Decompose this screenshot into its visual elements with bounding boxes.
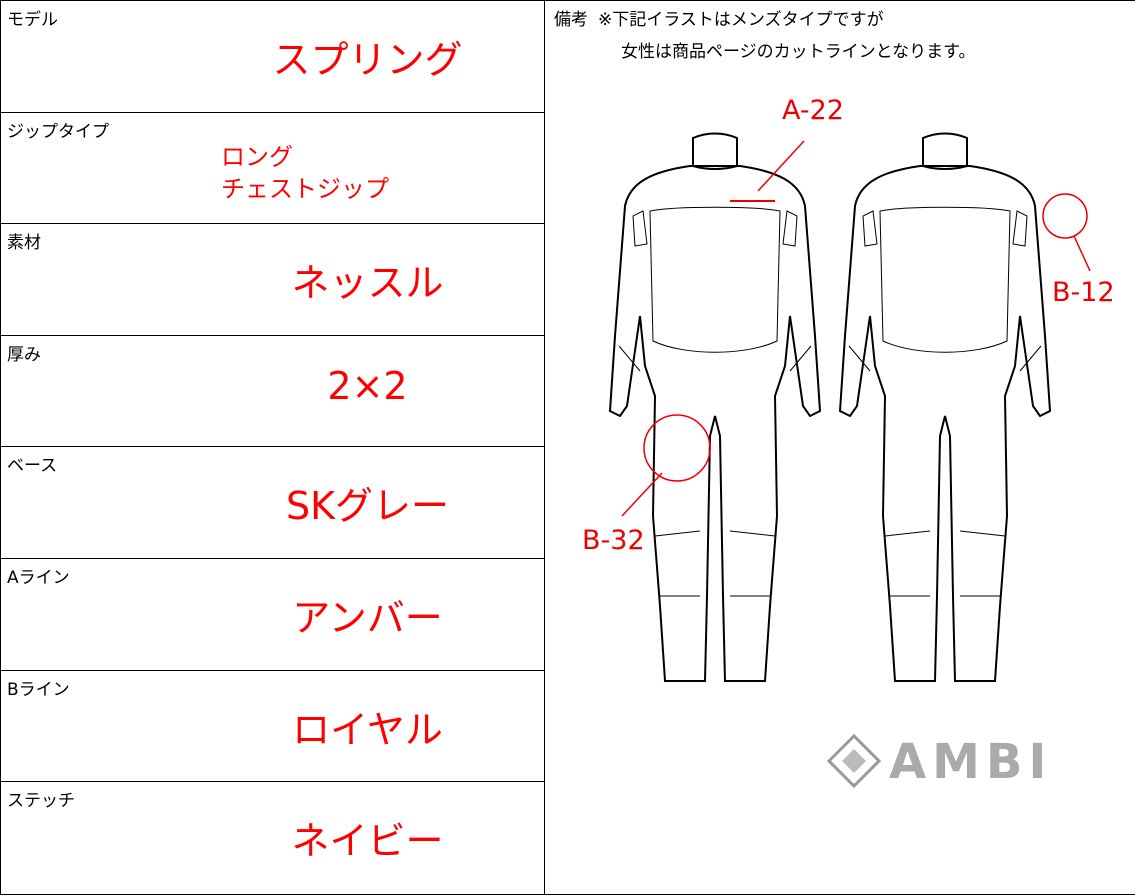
callout: B-12 (1052, 277, 1115, 308)
spec-row: Bラインロイヤル (1, 671, 544, 783)
mark-circle (643, 414, 711, 482)
spec-value-line: アンバー (292, 595, 443, 640)
leader (1073, 235, 1091, 272)
spec-value-line: スプリング (272, 38, 463, 82)
spec-value: スプリング (191, 29, 544, 84)
spec-row: ジップタイプロングチェストジップ (1, 113, 544, 225)
spec-value: ネッスル (191, 252, 544, 307)
mark-circle (1042, 193, 1088, 239)
remarks-line: 女性は商品ページのカットラインとなります。 (621, 42, 975, 62)
spec-value-line: ネッスル (291, 261, 444, 306)
remarks-panel: 備考 ※下記イラストはメンズタイプですが 女性は商品ページのカットラインとなりま… (544, 0, 1135, 895)
leader (757, 140, 805, 192)
leader (621, 472, 663, 517)
spec-value-line: チェストジップ (221, 174, 389, 203)
callout: B-32 (582, 525, 645, 556)
spec-value: SKグレー (191, 475, 544, 530)
spec-label: 厚み (7, 344, 41, 365)
spec-label: モデル (7, 10, 58, 30)
illustration: 備考 ※下記イラストはメンズタイプですが 女性は商品ページのカットラインとなりま… (554, 10, 1115, 790)
spec-value-line: SKグレー (285, 484, 450, 529)
remarks-line: ※下記イラストはメンズタイプですが (598, 10, 884, 30)
spec-label: Bライン (7, 679, 70, 700)
spec-value: ロイヤル (191, 699, 544, 754)
spec-label: 素材 (7, 233, 41, 254)
spec-table: モデルスプリングジップタイプロングチェストジップ素材ネッスル厚み 2×2 ベース SK… (0, 0, 545, 895)
spec-label: ジップタイプ (7, 121, 109, 142)
spec-value-line: ロング (221, 142, 293, 171)
logo: AMBI (826, 733, 1052, 790)
suit-back (839, 132, 1051, 682)
spec-label: Aライン (7, 567, 70, 588)
spec-value: 2×2 (191, 364, 544, 408)
spec-value-line: ネイビー (291, 819, 444, 864)
suit-front (609, 132, 821, 682)
spec-label: ベース (7, 456, 58, 477)
spec-value-line: 2×2 (327, 363, 408, 408)
spec-value: ネイビー (191, 810, 544, 865)
spec-row: モデルスプリング (1, 1, 544, 113)
spec-row: 厚み 2×2 (1, 336, 544, 448)
spec-row: ステッチネイビー (1, 782, 544, 894)
spec-label: ステッチ (7, 791, 75, 812)
remarks-label: 備考 (554, 10, 588, 30)
spec-value: アンバー (191, 587, 544, 642)
spec-row: Aラインアンバー (1, 559, 544, 671)
spec-row: 素材ネッスル (1, 224, 544, 336)
spec-value-line: ロイヤル (292, 707, 443, 752)
callout: A-22 (782, 95, 844, 126)
logo-text: AMBI (889, 734, 1052, 790)
spec-row: ベース SKグレー (1, 447, 544, 559)
spec-value: ロングチェストジップ (221, 141, 544, 205)
